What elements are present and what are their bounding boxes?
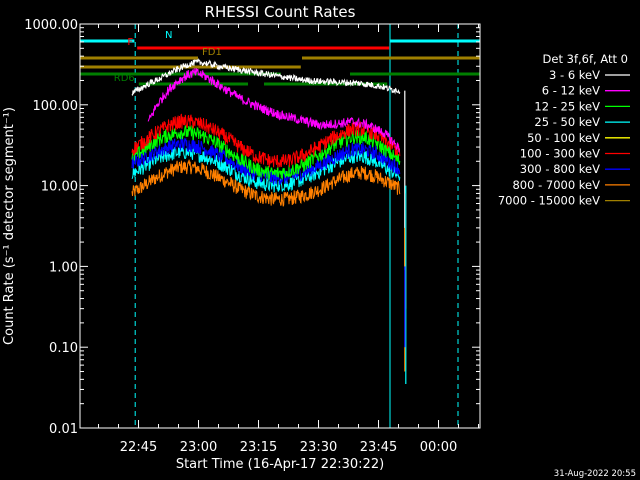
flag-bar-f-seg-1 (137, 46, 390, 50)
y-axis-label: Count Rate (s⁻¹ detector segment⁻¹) (2, 107, 17, 345)
flag-label-n: N (165, 30, 172, 41)
flag-bar-row5-seg-1 (80, 72, 281, 76)
legend-label-800-7000-kev: 800 - 7000 keV (512, 178, 600, 192)
x-tick-label: 23:00 (180, 440, 217, 455)
flag-bar-n-seg-1 (80, 39, 135, 43)
x-tick-label: 23:15 (240, 440, 277, 455)
flag-bar-fd1-seg-1 (80, 56, 198, 60)
y-tick-label: 0.10 (49, 341, 78, 356)
flag-bar-rd6-seg-1 (138, 82, 248, 86)
series-line-3-6-kev (131, 58, 401, 96)
flag-bar-n-seg-2 (390, 39, 480, 43)
y-tick-label: 1.00 (49, 260, 78, 275)
legend-label-6-12-kev: 6 - 12 keV (542, 84, 600, 98)
legend-label-7000-15000-kev: 7000 - 15000 keV (498, 194, 600, 208)
y-tick-label: 10.00 (41, 180, 78, 195)
legend-label-12-25-kev: 12 - 25 keV (534, 99, 600, 113)
flag-bar-fd1-seg-2 (302, 56, 480, 60)
legend-label-50-100-kev: 50 - 100 keV (527, 131, 600, 145)
flag-bar-row5-seg-2 (350, 72, 480, 76)
y-tick-label: 100.00 (33, 99, 79, 114)
flag-label-rd6: RD6 (114, 73, 135, 84)
series-line-12-25-kev (131, 124, 401, 181)
x-tick-label: 00:00 (420, 440, 457, 455)
footer-timestamp: 31-Aug-2022 20:55 (554, 469, 636, 479)
x-tick-label: 23:30 (300, 440, 337, 455)
x-axis-label: Start Time (16-Apr-17 22:30:22) (176, 457, 384, 472)
x-tick-label: 22:45 (120, 440, 157, 455)
y-tick-label: 1000.00 (24, 18, 78, 33)
legend-label-100-300-kev: 100 - 300 keV (520, 147, 600, 161)
flag-label-fd1: FD1 (202, 47, 222, 58)
series-line-6-12-kev (147, 68, 400, 153)
y-tick-label: 0.01 (49, 422, 78, 437)
legend-title: Det 3f,6f, Att 0 (543, 52, 628, 66)
legend-label-300-800-kev: 300 - 800 keV (520, 162, 600, 176)
legend-label-25-50-kev: 25 - 50 keV (534, 115, 600, 129)
x-tick-label: 23:45 (360, 440, 397, 455)
series-line-800-7000-kev (131, 159, 401, 207)
series-line-25-50-kev (131, 145, 401, 193)
chart-title: RHESSI Count Rates (205, 3, 356, 21)
plot-frame (79, 23, 481, 429)
legend-label-3-6-kev: 3 - 6 keV (549, 68, 600, 82)
flag-label-f: F (127, 37, 133, 48)
flag-bar-row4-seg-1 (80, 65, 301, 69)
